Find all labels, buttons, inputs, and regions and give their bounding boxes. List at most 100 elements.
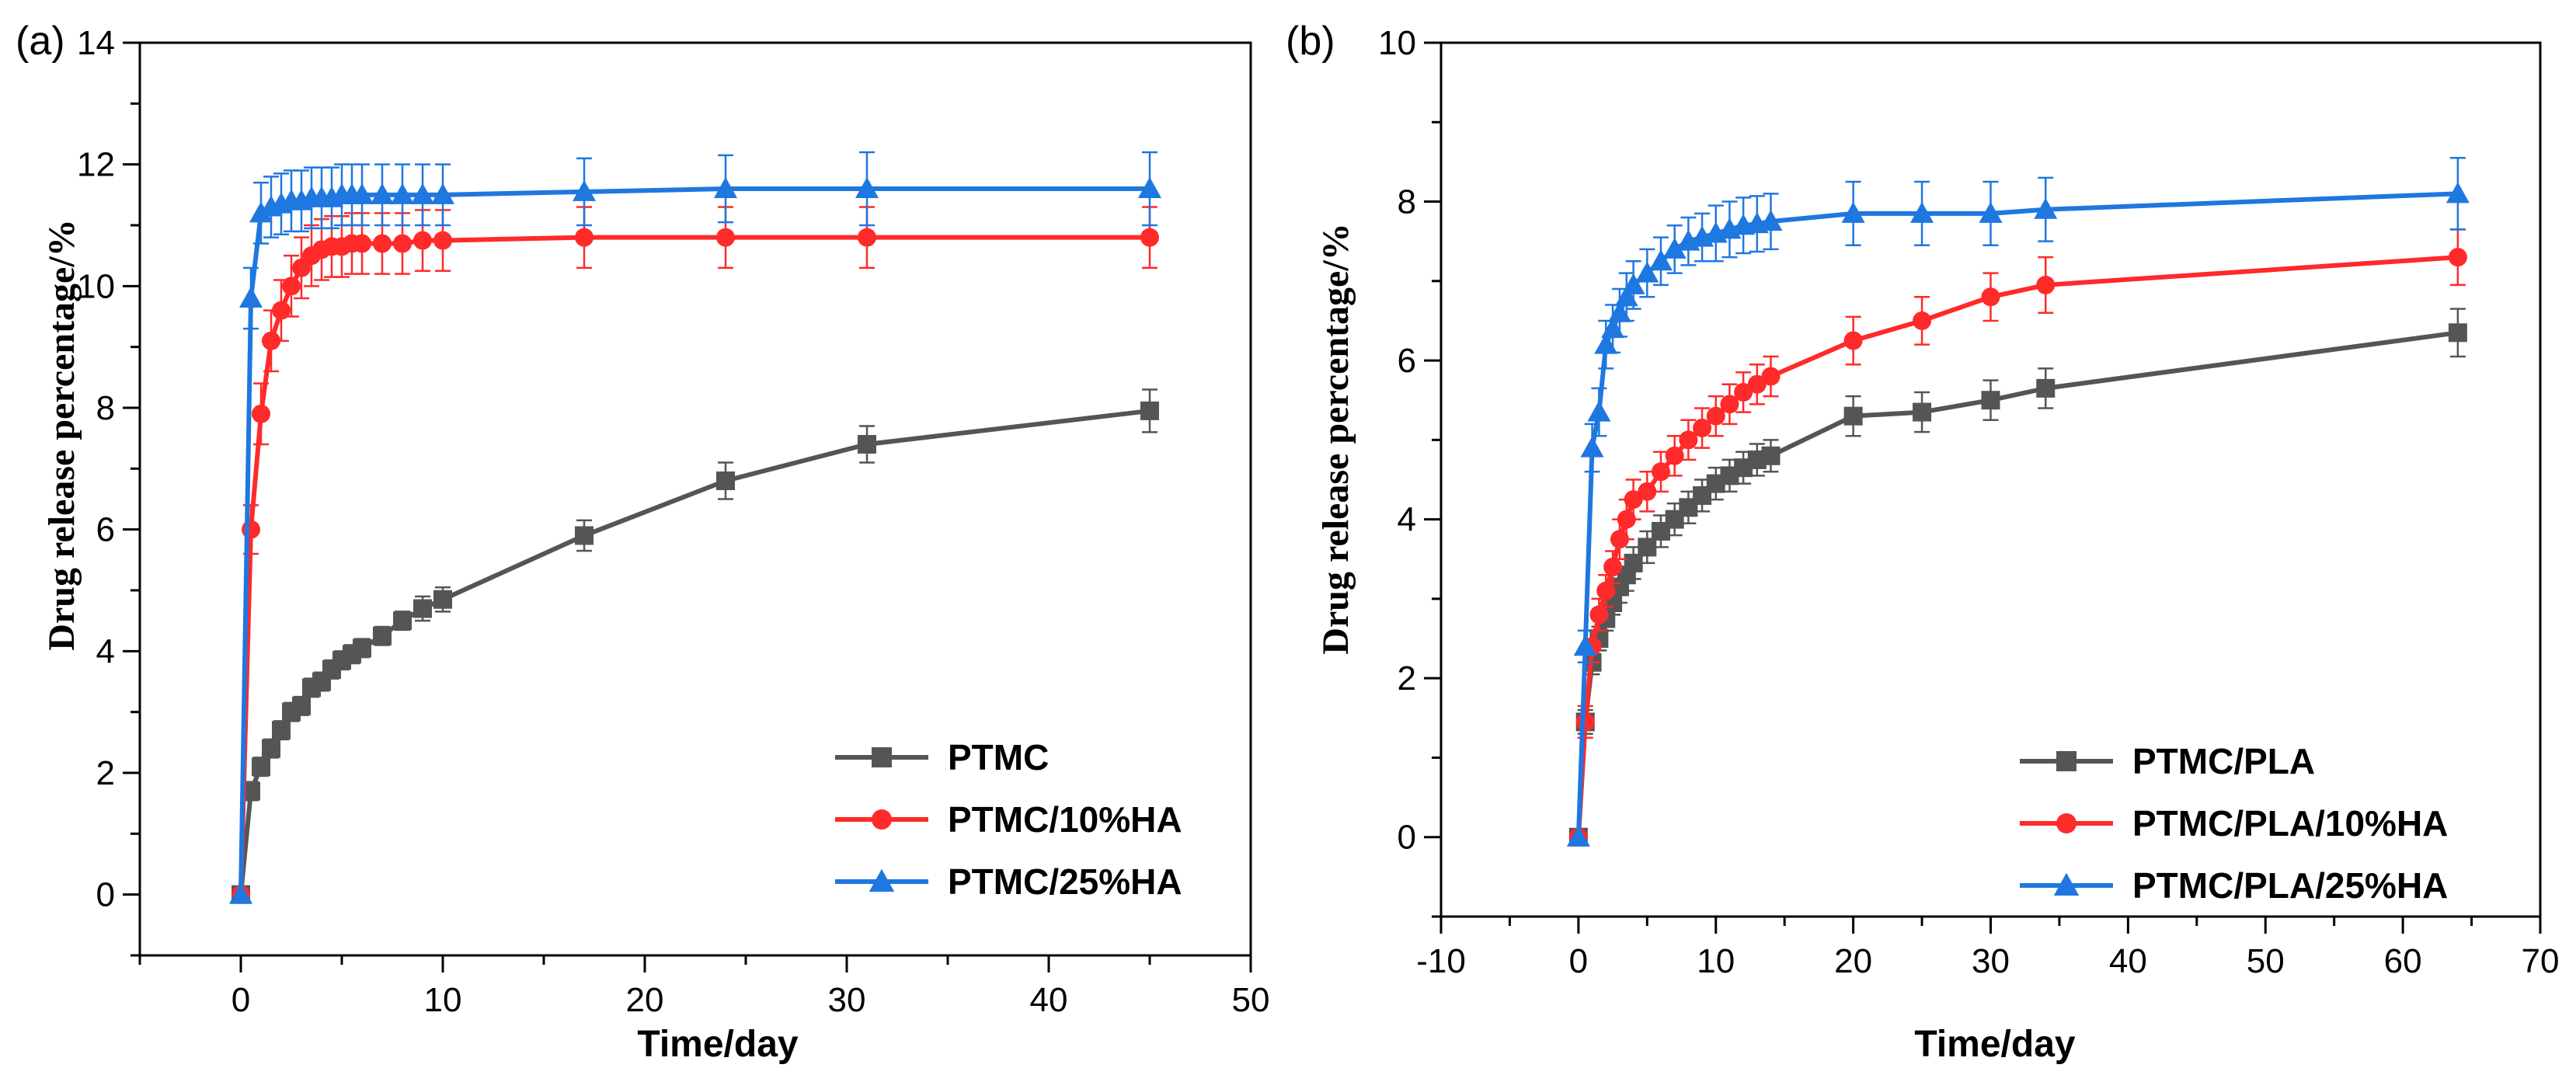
panel-b-legend-label-2: PTMC/PLA/10%HA: [2132, 803, 2448, 844]
panel-b-data-point: [1981, 287, 2000, 307]
panel-a-y-tick-label: 12: [77, 146, 115, 184]
panel-b-x-tick-label: 60: [2384, 942, 2422, 980]
panel-a-data-point: [433, 590, 452, 609]
panel-b-data-point: [1596, 581, 1616, 600]
panel-a-data-point: [413, 599, 432, 618]
panel-b-data-point: [1662, 237, 1687, 259]
panel-b-data-point: [1665, 446, 1684, 465]
panel-a-series-line-3: [238, 186, 1150, 895]
panel-a-series-line-2: [238, 235, 1150, 895]
panel-a-data-point: [393, 234, 412, 253]
panel-a-series-3: [229, 151, 1161, 904]
panel-a-x-tick-label: 0: [231, 981, 250, 1019]
panel-a-data-point: [393, 611, 412, 631]
panel-a-x-tick-label: 40: [1030, 981, 1068, 1019]
panel-b-data-point: [1580, 436, 1604, 458]
panel-b-x-tick-label: 0: [1569, 942, 1588, 980]
panel-a-data-point: [433, 231, 452, 250]
panel-b-legend-marker: [2056, 751, 2076, 771]
panel-b-data-point: [1573, 635, 1597, 656]
panel-a-series: [229, 151, 1161, 904]
panel-b-y-axis-title: Drug release percentage/%: [1315, 223, 1356, 654]
panel-b-y-tick-label: 8: [1398, 183, 1416, 221]
panel-a-data-point: [350, 183, 374, 204]
panel-b-ticks: -10 0 10 20 30 40 50 60 70 0 2 4 6 8 10: [1378, 24, 2559, 980]
panel-a-legend-label-2: PTMC/10%HA: [948, 799, 1182, 840]
panel-a-data-point: [371, 183, 394, 204]
panel-b-data-point: [1601, 317, 1625, 339]
panel-b-data-point: [1635, 261, 1659, 283]
panel-a-legend-label-1: PTMC: [948, 737, 1049, 778]
panel-a-data-point: [239, 287, 263, 308]
panel-a-data-point: [272, 301, 291, 320]
panel-a-data-point: [575, 526, 594, 545]
panel-b-x-axis-title: Time/day: [1914, 1024, 2076, 1065]
panel-b-data-point: [1566, 825, 1590, 847]
panel-a-data-point: [242, 520, 260, 539]
panel-a-legend: PTMC PTMC/10%HA PTMC/25%HA: [835, 737, 1182, 902]
panel-b-data-point: [1594, 332, 1618, 354]
panel-a-ticks: 0 10 20 30 40 50 0 2 4 6 8 10 12 14: [77, 24, 1269, 1019]
panel-a-data-point: [272, 721, 291, 740]
panel-a-data-point: [1140, 228, 1159, 247]
panel-b-series-1: [1568, 308, 2467, 847]
panel-b-data-point: [2445, 182, 2470, 204]
panel-a-y-tick-label: 8: [96, 389, 115, 427]
panel-b-data-point: [1614, 285, 1638, 307]
panel-a-series-1: [231, 388, 1159, 904]
panel-a-data-point: [858, 435, 876, 454]
panel-b-data-point: [1720, 395, 1739, 414]
panel-a-data-point: [252, 404, 270, 423]
panel-b-data-point: [1761, 367, 1781, 386]
panel-a-data-point: [292, 696, 311, 715]
panel-b-legend: PTMC/PLA PTMC/PLA/10%HA PTMC/PLA/25%HA: [2020, 741, 2448, 906]
panel-b-data-point: [2448, 323, 2467, 343]
panel-b-data-point: [1761, 446, 1781, 465]
panel-b-data-point: [1649, 249, 1673, 271]
panel-a-data-point: [252, 757, 270, 777]
panel-b-data-point: [1759, 210, 1783, 231]
chart-panel-b: (b) Drug release percentage/% Time/day -…: [1286, 19, 2559, 1065]
panel-b-label: (b): [1286, 19, 1335, 64]
chart-panel-a: (a) Drug release percentage/% Time/day 0…: [16, 19, 1269, 1065]
panel-b-data-point: [1910, 201, 1934, 223]
panel-a-y-axis-title: Drug release percentage/%: [41, 219, 82, 650]
panel-b-plot-frame: [1439, 41, 2542, 918]
panel-b-series-3: [1566, 157, 2470, 847]
panel-a-x-tick-label: 20: [626, 981, 664, 1019]
panel-a-data-point: [411, 183, 434, 204]
panel-b-x-tick-label: 20: [1834, 942, 1872, 980]
panel-b-data-point: [2034, 197, 2058, 219]
panel-b-data-point: [1624, 490, 1643, 510]
panel-b-data-point: [1607, 301, 1631, 322]
panel-a-data-point: [1140, 401, 1159, 420]
panel-a-data-point: [716, 228, 735, 247]
panel-b-data-point: [1587, 400, 1611, 422]
panel-a-y-tick-label: 4: [96, 632, 115, 670]
panel-b-series-2: [1568, 228, 2467, 847]
panel-a-y-tick-label: 14: [77, 24, 115, 62]
panel-a-data-point: [262, 739, 280, 758]
panel-a-data-point: [855, 177, 879, 198]
panel-a-plot-frame: [138, 41, 1252, 957]
panel-b-data-point: [1617, 510, 1636, 529]
panel-a-data-point: [714, 177, 737, 198]
panel-b-data-point: [1603, 558, 1623, 576]
panel-a-data-point: [573, 179, 596, 201]
panel-a-y-tick-label: 0: [96, 876, 115, 914]
panel-b-series: [1566, 157, 2470, 847]
panel-b-data-point: [1624, 553, 1643, 572]
panel-b-data-point: [1747, 374, 1767, 394]
panel-a-data-point: [249, 201, 273, 223]
panel-b-y-tick-label: 6: [1398, 342, 1416, 380]
panel-b-y-tick-label: 10: [1378, 24, 1416, 62]
panel-b-data-point: [1679, 430, 1698, 450]
panel-b-data-point: [2448, 248, 2467, 267]
panel-b-data-point: [1913, 311, 1932, 330]
panel-a-x-tick-label: 50: [1232, 981, 1270, 1019]
panel-a-y-tick-label: 6: [96, 511, 115, 549]
panel-a-label: (a): [16, 19, 65, 64]
panel-b-y-tick-label: 4: [1398, 501, 1416, 539]
panel-b-x-tick-label: 30: [1972, 942, 2010, 980]
